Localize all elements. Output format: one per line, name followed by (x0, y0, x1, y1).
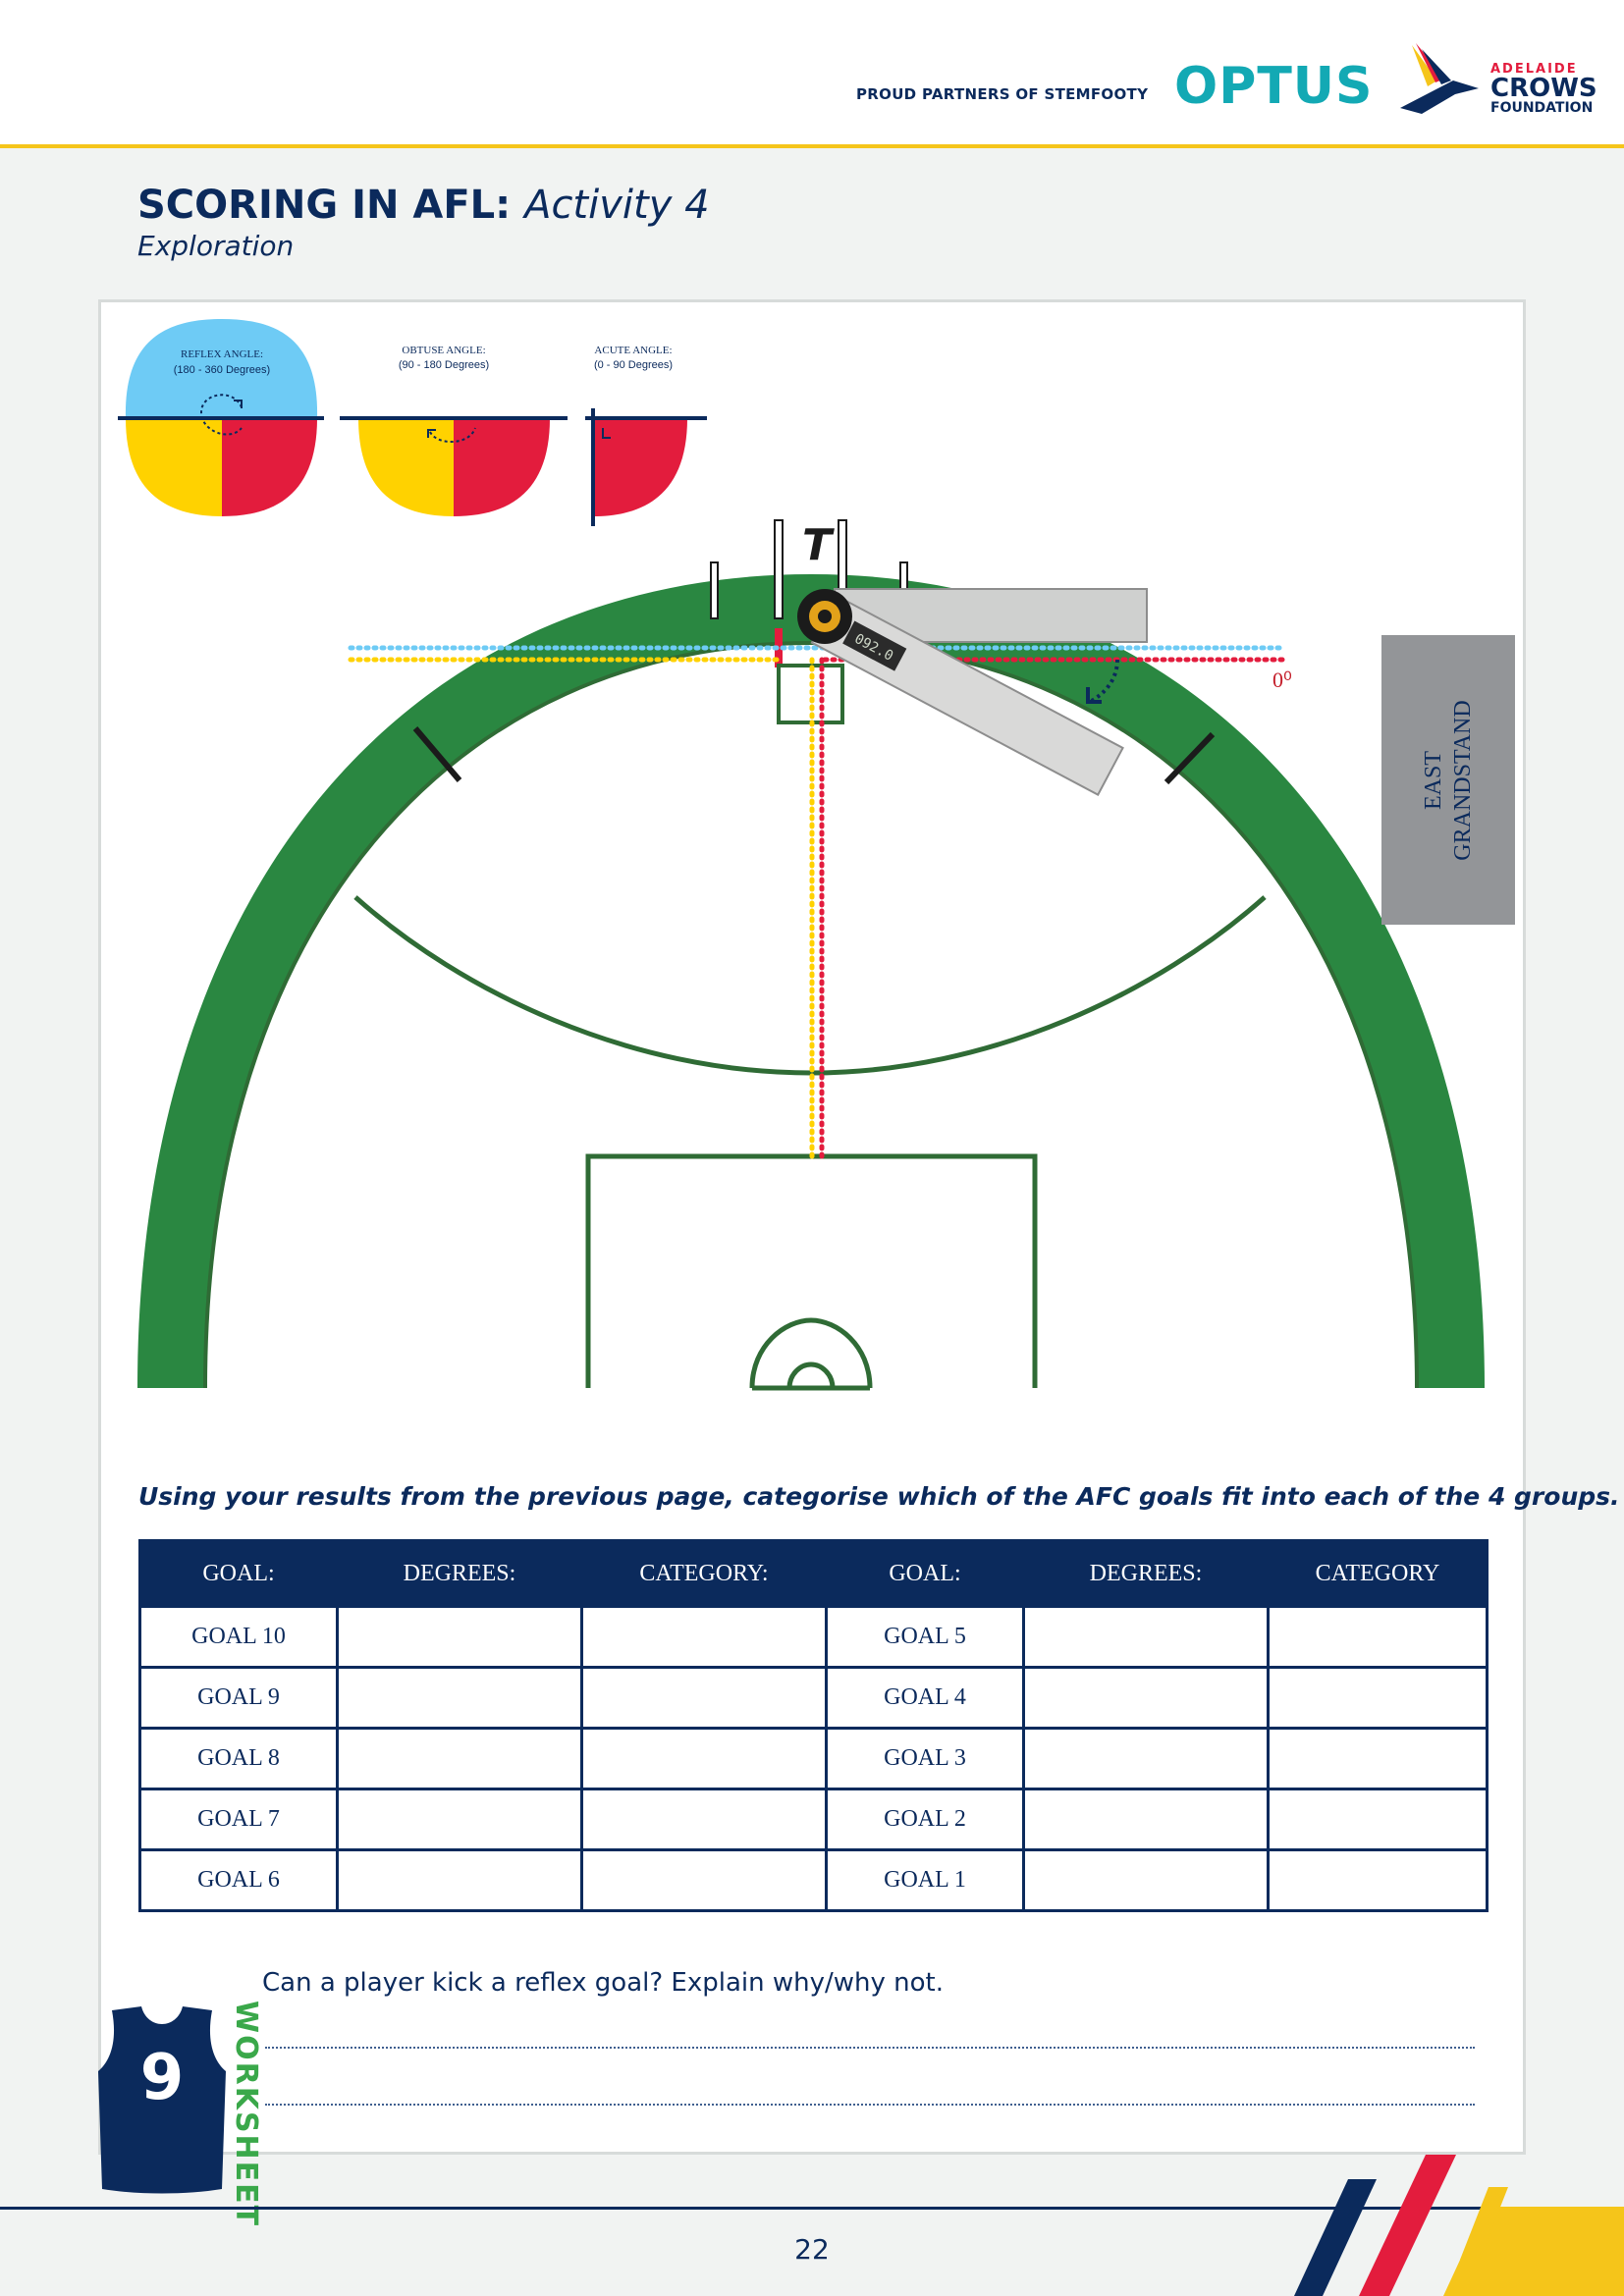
category-input-cell[interactable] (1267, 1666, 1489, 1730)
category-input-cell[interactable] (1267, 1848, 1489, 1912)
table-row: GOAL 8 GOAL 3 (138, 1727, 1489, 1790)
jersey-icon (98, 2006, 226, 2194)
fifty-metre-arc (353, 895, 1267, 1076)
table-row: GOAL 10 GOAL 5 (138, 1605, 1489, 1669)
goal-cell: GOAL 4 (825, 1666, 1025, 1730)
page-number: 22 (794, 2233, 830, 2266)
goal-square (585, 1153, 1038, 1388)
obtuse-angle-diagram (340, 416, 568, 516)
goals-table: GOAL: DEGREES: CATEGORY: GOAL: DEGREES: … (138, 1539, 1489, 1912)
centre-circle (749, 1317, 873, 1389)
worksheet-label: WORKSHEET (229, 2001, 263, 2228)
title-italic: Activity 4 (524, 183, 710, 228)
grandstand-line1: EAST (1421, 751, 1446, 810)
header-category: CATEGORY: (580, 1539, 828, 1608)
title-bold: SCORING IN AFL: (137, 183, 512, 228)
goal-cell: GOAL 8 (138, 1727, 339, 1790)
page-subtitle: Exploration (137, 230, 295, 262)
degrees-input-cell[interactable] (1022, 1666, 1270, 1730)
jersey-number: 9 (139, 2042, 185, 2114)
category-input-cell[interactable] (580, 1727, 828, 1790)
goal-cell: GOAL 6 (138, 1848, 339, 1912)
header-degrees-2: DEGREES: (1022, 1539, 1270, 1608)
goal-cell: GOAL 2 (825, 1788, 1025, 1851)
acute-label: ACUTE ANGLE: (594, 345, 672, 356)
category-input-cell[interactable] (1267, 1727, 1489, 1790)
reflex-range: (180 - 360 Degrees) (174, 364, 270, 376)
crows-bird-logo (1400, 43, 1479, 114)
goal-cell: GOAL 9 (138, 1666, 339, 1730)
goal-cell: GOAL 5 (825, 1605, 1025, 1669)
category-input-cell[interactable] (580, 1605, 828, 1669)
answer-line-1[interactable] (265, 2047, 1475, 2049)
answer-line-2[interactable] (265, 2104, 1475, 2106)
page-title: SCORING IN AFL: Activity 4 (137, 183, 710, 228)
degrees-input-cell[interactable] (1022, 1727, 1270, 1790)
optus-logo: OPTUS (1174, 57, 1374, 116)
obtuse-range: (90 - 180 Degrees) (399, 359, 489, 371)
zero-degree-label: 0⁰ (1272, 667, 1292, 692)
reflex-label: REFLEX ANGLE: (181, 348, 263, 360)
crows-foundation-wordmark: ADELAIDE CROWS FOUNDATION (1490, 63, 1597, 115)
footer-line (0, 2207, 1624, 2210)
category-input-cell[interactable] (1267, 1788, 1489, 1851)
table-row: GOAL 6 GOAL 1 (138, 1848, 1489, 1912)
category-input-cell[interactable] (580, 1848, 828, 1912)
grandstand-line2: GRANDSTAND (1450, 700, 1476, 860)
header-goal: GOAL: (138, 1539, 339, 1608)
degrees-input-cell[interactable] (336, 1666, 583, 1730)
crows-line1: ADELAIDE (1490, 62, 1578, 77)
reflex-angle-diagram (118, 319, 324, 516)
digital-protractor: 092.0 (797, 588, 1148, 797)
header-category-2: CATEGORY (1267, 1539, 1489, 1608)
degrees-input-cell[interactable] (336, 1788, 583, 1851)
degrees-input-cell[interactable] (1022, 1605, 1270, 1669)
goal-cell: GOAL 1 (825, 1848, 1025, 1912)
goal-cell: GOAL 3 (825, 1727, 1025, 1790)
instruction-text: Using your results from the previous pag… (138, 1482, 1620, 1511)
goal-cell: GOAL 10 (138, 1605, 339, 1669)
header-degrees: DEGREES: (336, 1539, 583, 1608)
acute-angle-diagram (585, 408, 707, 526)
degrees-input-cell[interactable] (1022, 1848, 1270, 1912)
partners-text: PROUD PARTNERS OF STEMFOOTY (856, 85, 1149, 103)
east-grandstand (1381, 635, 1515, 925)
table-header-row: GOAL: DEGREES: CATEGORY: GOAL: DEGREES: … (138, 1539, 1489, 1608)
degrees-input-cell[interactable] (336, 1605, 583, 1669)
table-row: GOAL 7 GOAL 2 (138, 1788, 1489, 1851)
degrees-input-cell[interactable] (1022, 1788, 1270, 1851)
field-diagram: REFLEX ANGLE: (180 - 360 Degrees) OBTUSE… (118, 319, 1515, 1391)
acute-range: (0 - 90 Degrees) (594, 359, 673, 371)
crows-line3: FOUNDATION (1490, 100, 1594, 116)
page-header: PROUD PARTNERS OF STEMFOOTY OPTUS ADELAI… (0, 0, 1624, 148)
reflex-goal-question: Can a player kick a reflex goal? Explain… (262, 1968, 945, 1998)
category-input-cell[interactable] (1267, 1605, 1489, 1669)
category-input-cell[interactable] (580, 1666, 828, 1730)
table-row: GOAL 9 GOAL 4 (138, 1666, 1489, 1730)
category-input-cell[interactable] (580, 1788, 828, 1851)
degrees-input-cell[interactable] (336, 1727, 583, 1790)
goal-cell: GOAL 7 (138, 1788, 339, 1851)
crows-line2: CROWS (1490, 74, 1597, 103)
degrees-input-cell[interactable] (336, 1848, 583, 1912)
header-goal-2: GOAL: (825, 1539, 1025, 1608)
obtuse-label: OBTUSE ANGLE: (402, 345, 485, 356)
goal-letter: T (802, 520, 835, 570)
